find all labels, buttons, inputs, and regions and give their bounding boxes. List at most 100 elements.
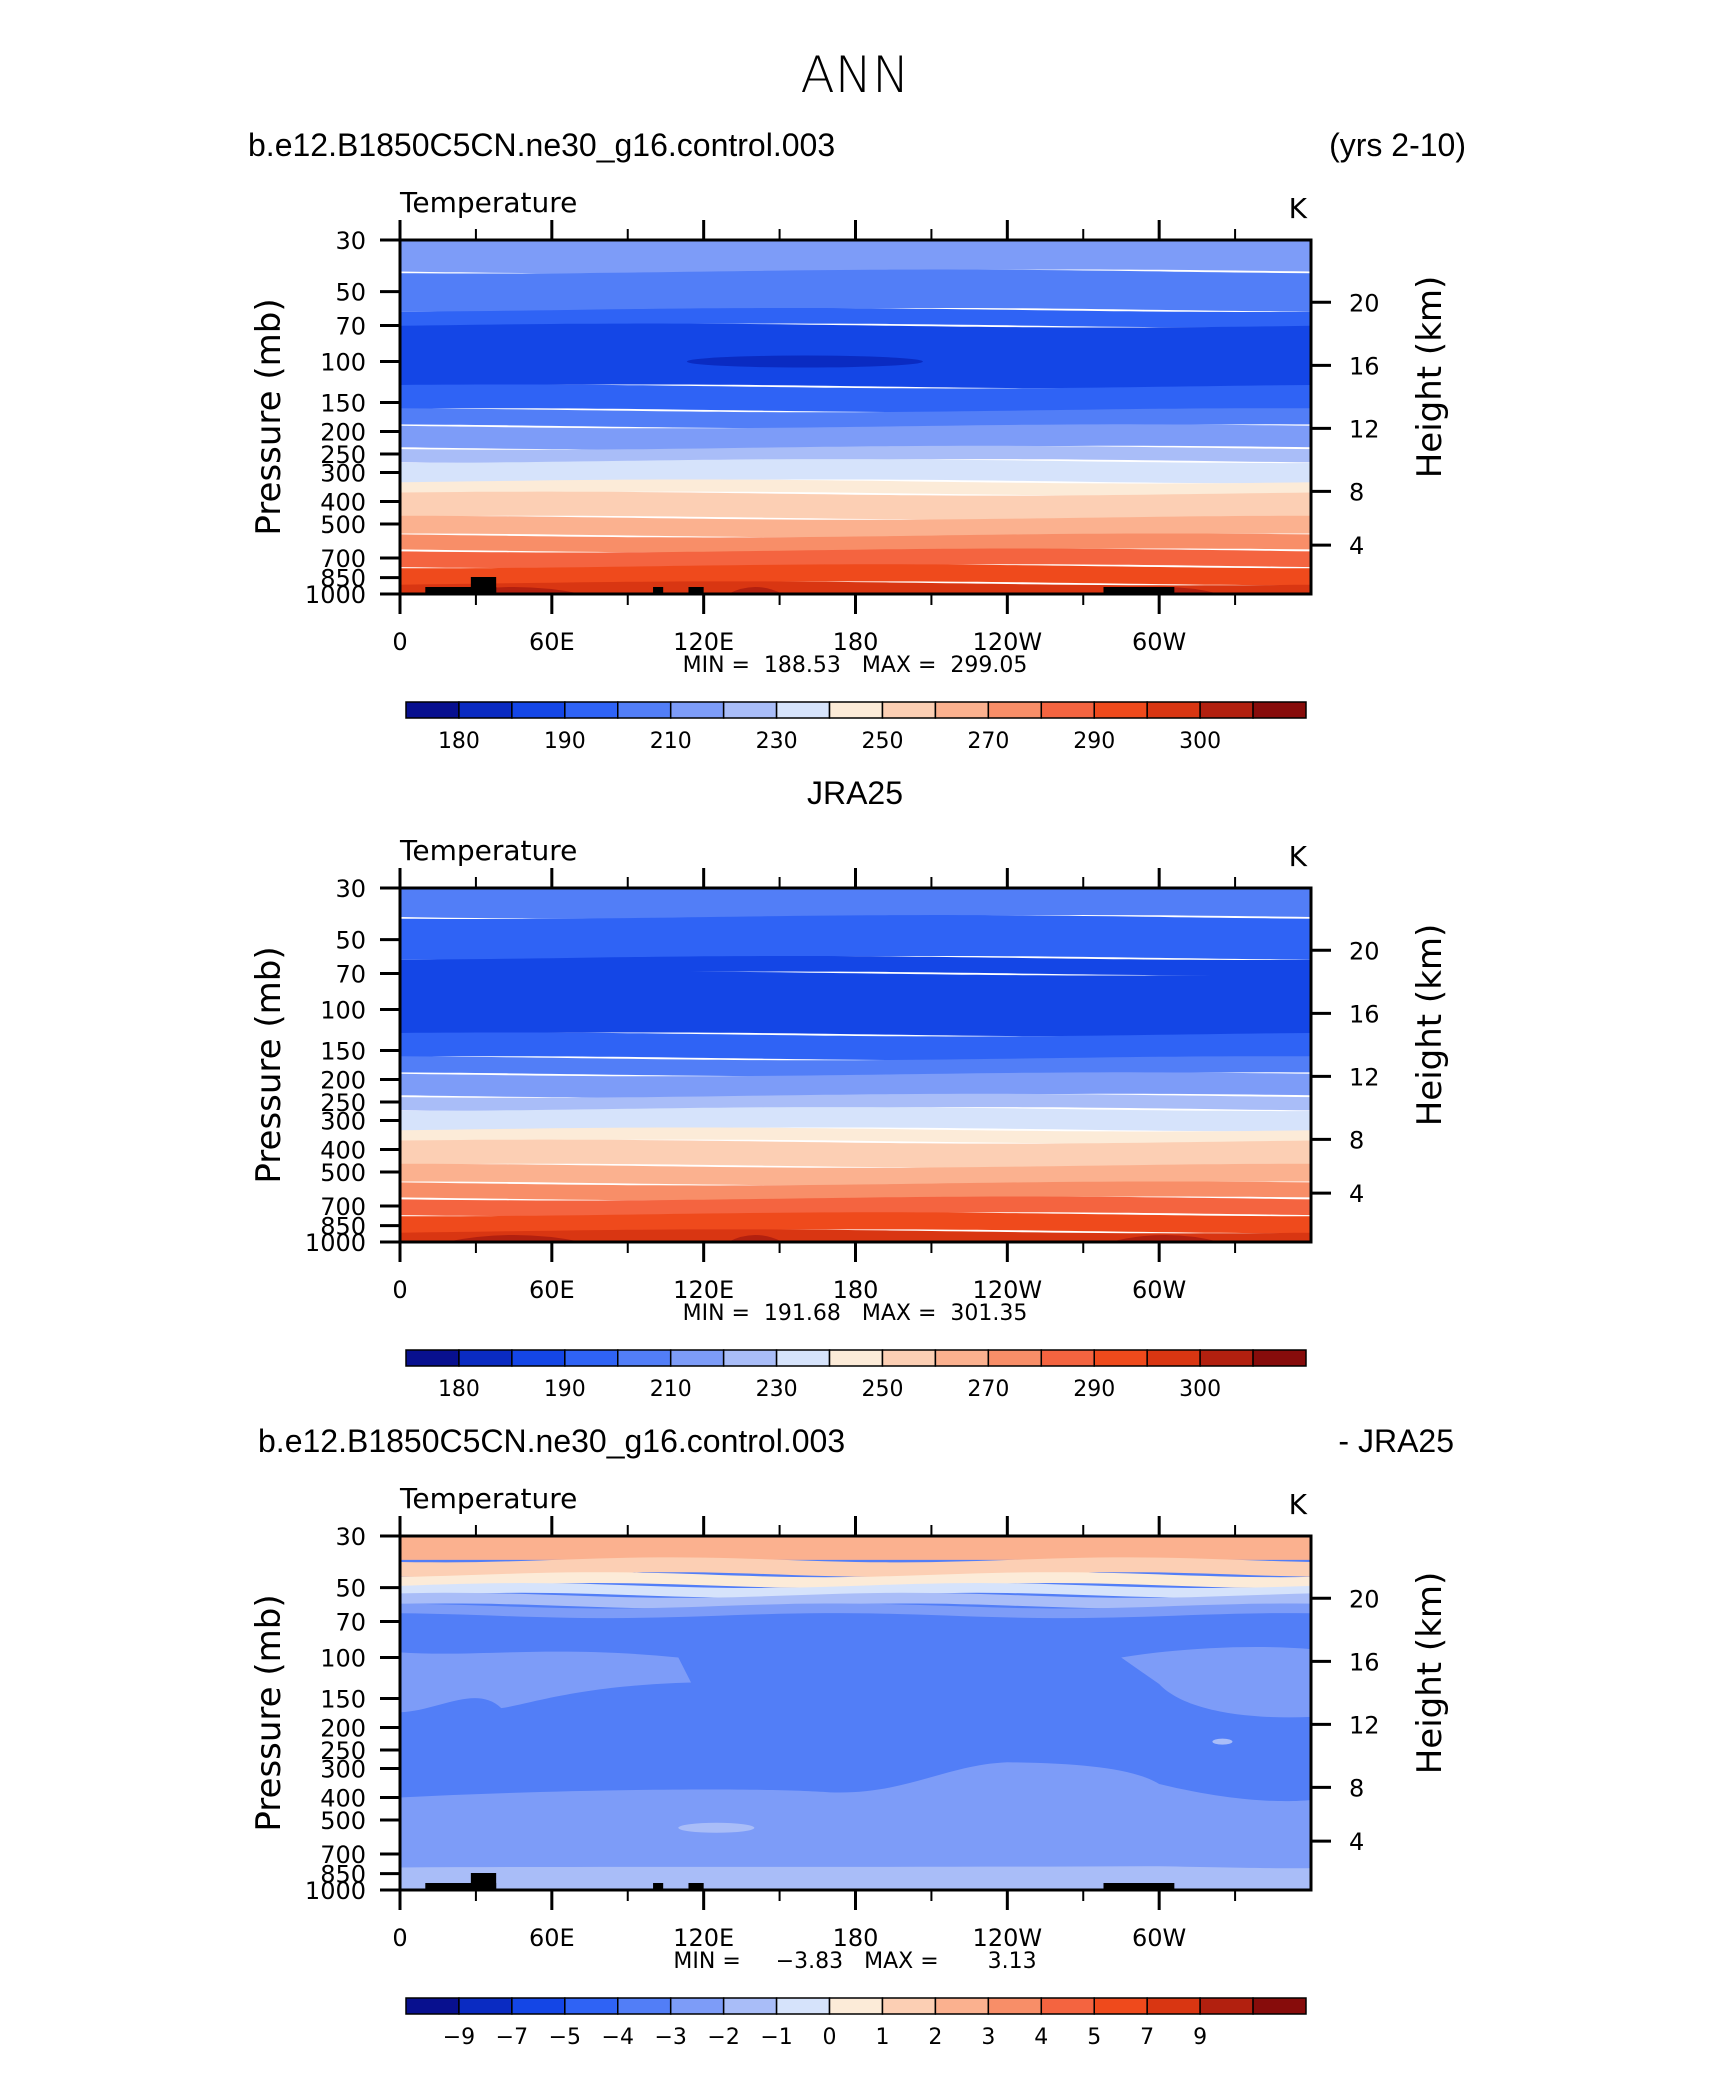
height-tick-label: 12 bbox=[1349, 1711, 1380, 1739]
panel-center-title: JRA25 bbox=[807, 775, 903, 811]
contour-band bbox=[678, 1822, 755, 1833]
y-axis-label-right: Height (km) bbox=[1410, 276, 1450, 479]
colorbar-box bbox=[828, 1349, 884, 1367]
contour-band bbox=[400, 459, 1311, 484]
colorbar-label: 230 bbox=[756, 1377, 798, 1402]
contour-band bbox=[400, 1107, 1311, 1132]
x-tick-label: 60W bbox=[1132, 628, 1186, 656]
colorbar-label: 190 bbox=[544, 1377, 586, 1402]
x-tick-label: 120E bbox=[673, 1276, 734, 1304]
y-axis-label-right: Height (km) bbox=[1410, 1572, 1450, 1775]
colorbar-box bbox=[722, 1349, 778, 1367]
contour-field bbox=[400, 240, 1311, 594]
colorbar-box bbox=[722, 1997, 778, 2015]
colorbar-box bbox=[1093, 701, 1148, 719]
contour-band bbox=[400, 533, 1311, 553]
contour-band bbox=[400, 240, 1311, 274]
colorbar-label: 290 bbox=[1073, 729, 1115, 754]
colorbar-label: 190 bbox=[544, 729, 586, 754]
height-tick-label: 16 bbox=[1349, 352, 1380, 380]
panels-layer: 0 60E 120E 180 120W 60W3050701001502002503004… bbox=[248, 127, 1466, 2050]
colorbar-box bbox=[669, 701, 725, 719]
x-tick-label: 60E bbox=[529, 628, 575, 656]
y-tick-label: 150 bbox=[320, 389, 366, 417]
contour-band bbox=[400, 1072, 1311, 1098]
x-tick-label: 60W bbox=[1132, 1924, 1186, 1952]
colorbar-box bbox=[934, 1997, 990, 2015]
panel-case-name: b.e12.B1850C5CN.ne30_g16.control.003 bbox=[258, 1423, 845, 1459]
y-tick-label: 150 bbox=[320, 1685, 366, 1713]
height-tick-label: 4 bbox=[1349, 1828, 1364, 1856]
topography-mask bbox=[1103, 587, 1175, 594]
height-tick-label: 12 bbox=[1349, 415, 1380, 443]
y-tick-label: 500 bbox=[320, 1807, 366, 1835]
y-tick-label: 30 bbox=[335, 227, 366, 255]
y-tick-label: 70 bbox=[335, 313, 366, 341]
contour-field bbox=[400, 888, 1311, 1242]
y-tick-label: 700 bbox=[320, 1841, 366, 1869]
contour-band bbox=[400, 1572, 1311, 1588]
colorbar-box bbox=[405, 1997, 460, 2015]
colorbar-label: 0 bbox=[823, 2025, 837, 2050]
height-tick-label: 8 bbox=[1349, 1774, 1364, 1802]
y-tick-label: 500 bbox=[320, 1159, 366, 1187]
units-label: K bbox=[1289, 840, 1308, 873]
contour-band bbox=[400, 1139, 1311, 1168]
contour-band bbox=[400, 408, 1311, 429]
colorbar-box bbox=[1093, 1997, 1148, 2015]
colorbar-box bbox=[458, 1349, 513, 1367]
colorbar-label: 5 bbox=[1087, 2025, 1101, 2050]
y-tick-label: 700 bbox=[320, 1193, 366, 1221]
colorbar-box bbox=[405, 1349, 460, 1367]
contour-band bbox=[400, 491, 1311, 520]
height-tick-label: 20 bbox=[1349, 1585, 1380, 1613]
topography-mask bbox=[688, 1883, 704, 1890]
variable-label: Temperature bbox=[399, 834, 577, 867]
contour-band bbox=[400, 424, 1311, 450]
colorbar-box bbox=[1146, 1997, 1201, 2015]
x-tick-label: 0 bbox=[392, 1276, 407, 1304]
variable-label: Temperature bbox=[399, 186, 577, 219]
x-tick-label: 120E bbox=[673, 1924, 734, 1952]
colorbar-box bbox=[934, 701, 990, 719]
contour-band bbox=[727, 1235, 783, 1242]
contour-band bbox=[400, 269, 1311, 312]
contour-band bbox=[400, 1056, 1311, 1077]
colorbar-box bbox=[987, 701, 1043, 719]
topography-mask bbox=[688, 587, 704, 594]
panel-header-right: (yrs 2-10) bbox=[1329, 127, 1466, 163]
colorbar-box bbox=[458, 701, 513, 719]
height-tick-label: 12 bbox=[1349, 1063, 1380, 1091]
contour-band bbox=[400, 888, 1311, 919]
contour-band bbox=[400, 971, 1311, 1037]
colorbar-box bbox=[617, 1997, 672, 2015]
contour-band bbox=[445, 1235, 583, 1242]
chart-panel-obs: 0 60E 120E 180 120W 60W3050701001502002503004… bbox=[249, 775, 1450, 1402]
min-max-label: MIN = −3.83 MAX = 3.13 bbox=[673, 1949, 1036, 1974]
colorbar-label: 9 bbox=[1193, 2025, 1207, 2050]
contour-field bbox=[400, 1536, 1311, 1890]
contour-band bbox=[400, 1651, 692, 1713]
y-tick-label: 100 bbox=[320, 349, 366, 377]
contour-band bbox=[1121, 1646, 1311, 1718]
colorbar-box bbox=[987, 1997, 1043, 2015]
units-label: K bbox=[1289, 1488, 1308, 1521]
y-axis-label: Pressure (mb) bbox=[249, 946, 289, 1183]
colorbar-label: 3 bbox=[981, 2025, 995, 2050]
contour-band bbox=[400, 1093, 1311, 1112]
y-tick-label: 70 bbox=[335, 961, 366, 989]
colorbar-box bbox=[1199, 1997, 1254, 2015]
colorbar-box bbox=[1252, 701, 1307, 719]
colorbar-box bbox=[511, 1349, 566, 1367]
y-tick-label: 1000 bbox=[305, 581, 366, 609]
colorbar-label: 2 bbox=[928, 2025, 942, 2050]
y-tick-label: 50 bbox=[335, 927, 366, 955]
colorbar-label: 250 bbox=[861, 729, 903, 754]
contour-band bbox=[400, 1229, 1311, 1242]
colorbar-label: 210 bbox=[650, 729, 692, 754]
height-tick-label: 4 bbox=[1349, 1180, 1364, 1208]
y-axis-label: Pressure (mb) bbox=[249, 298, 289, 535]
x-tick-label: 120W bbox=[973, 1276, 1043, 1304]
contour-band bbox=[1110, 1235, 1220, 1242]
